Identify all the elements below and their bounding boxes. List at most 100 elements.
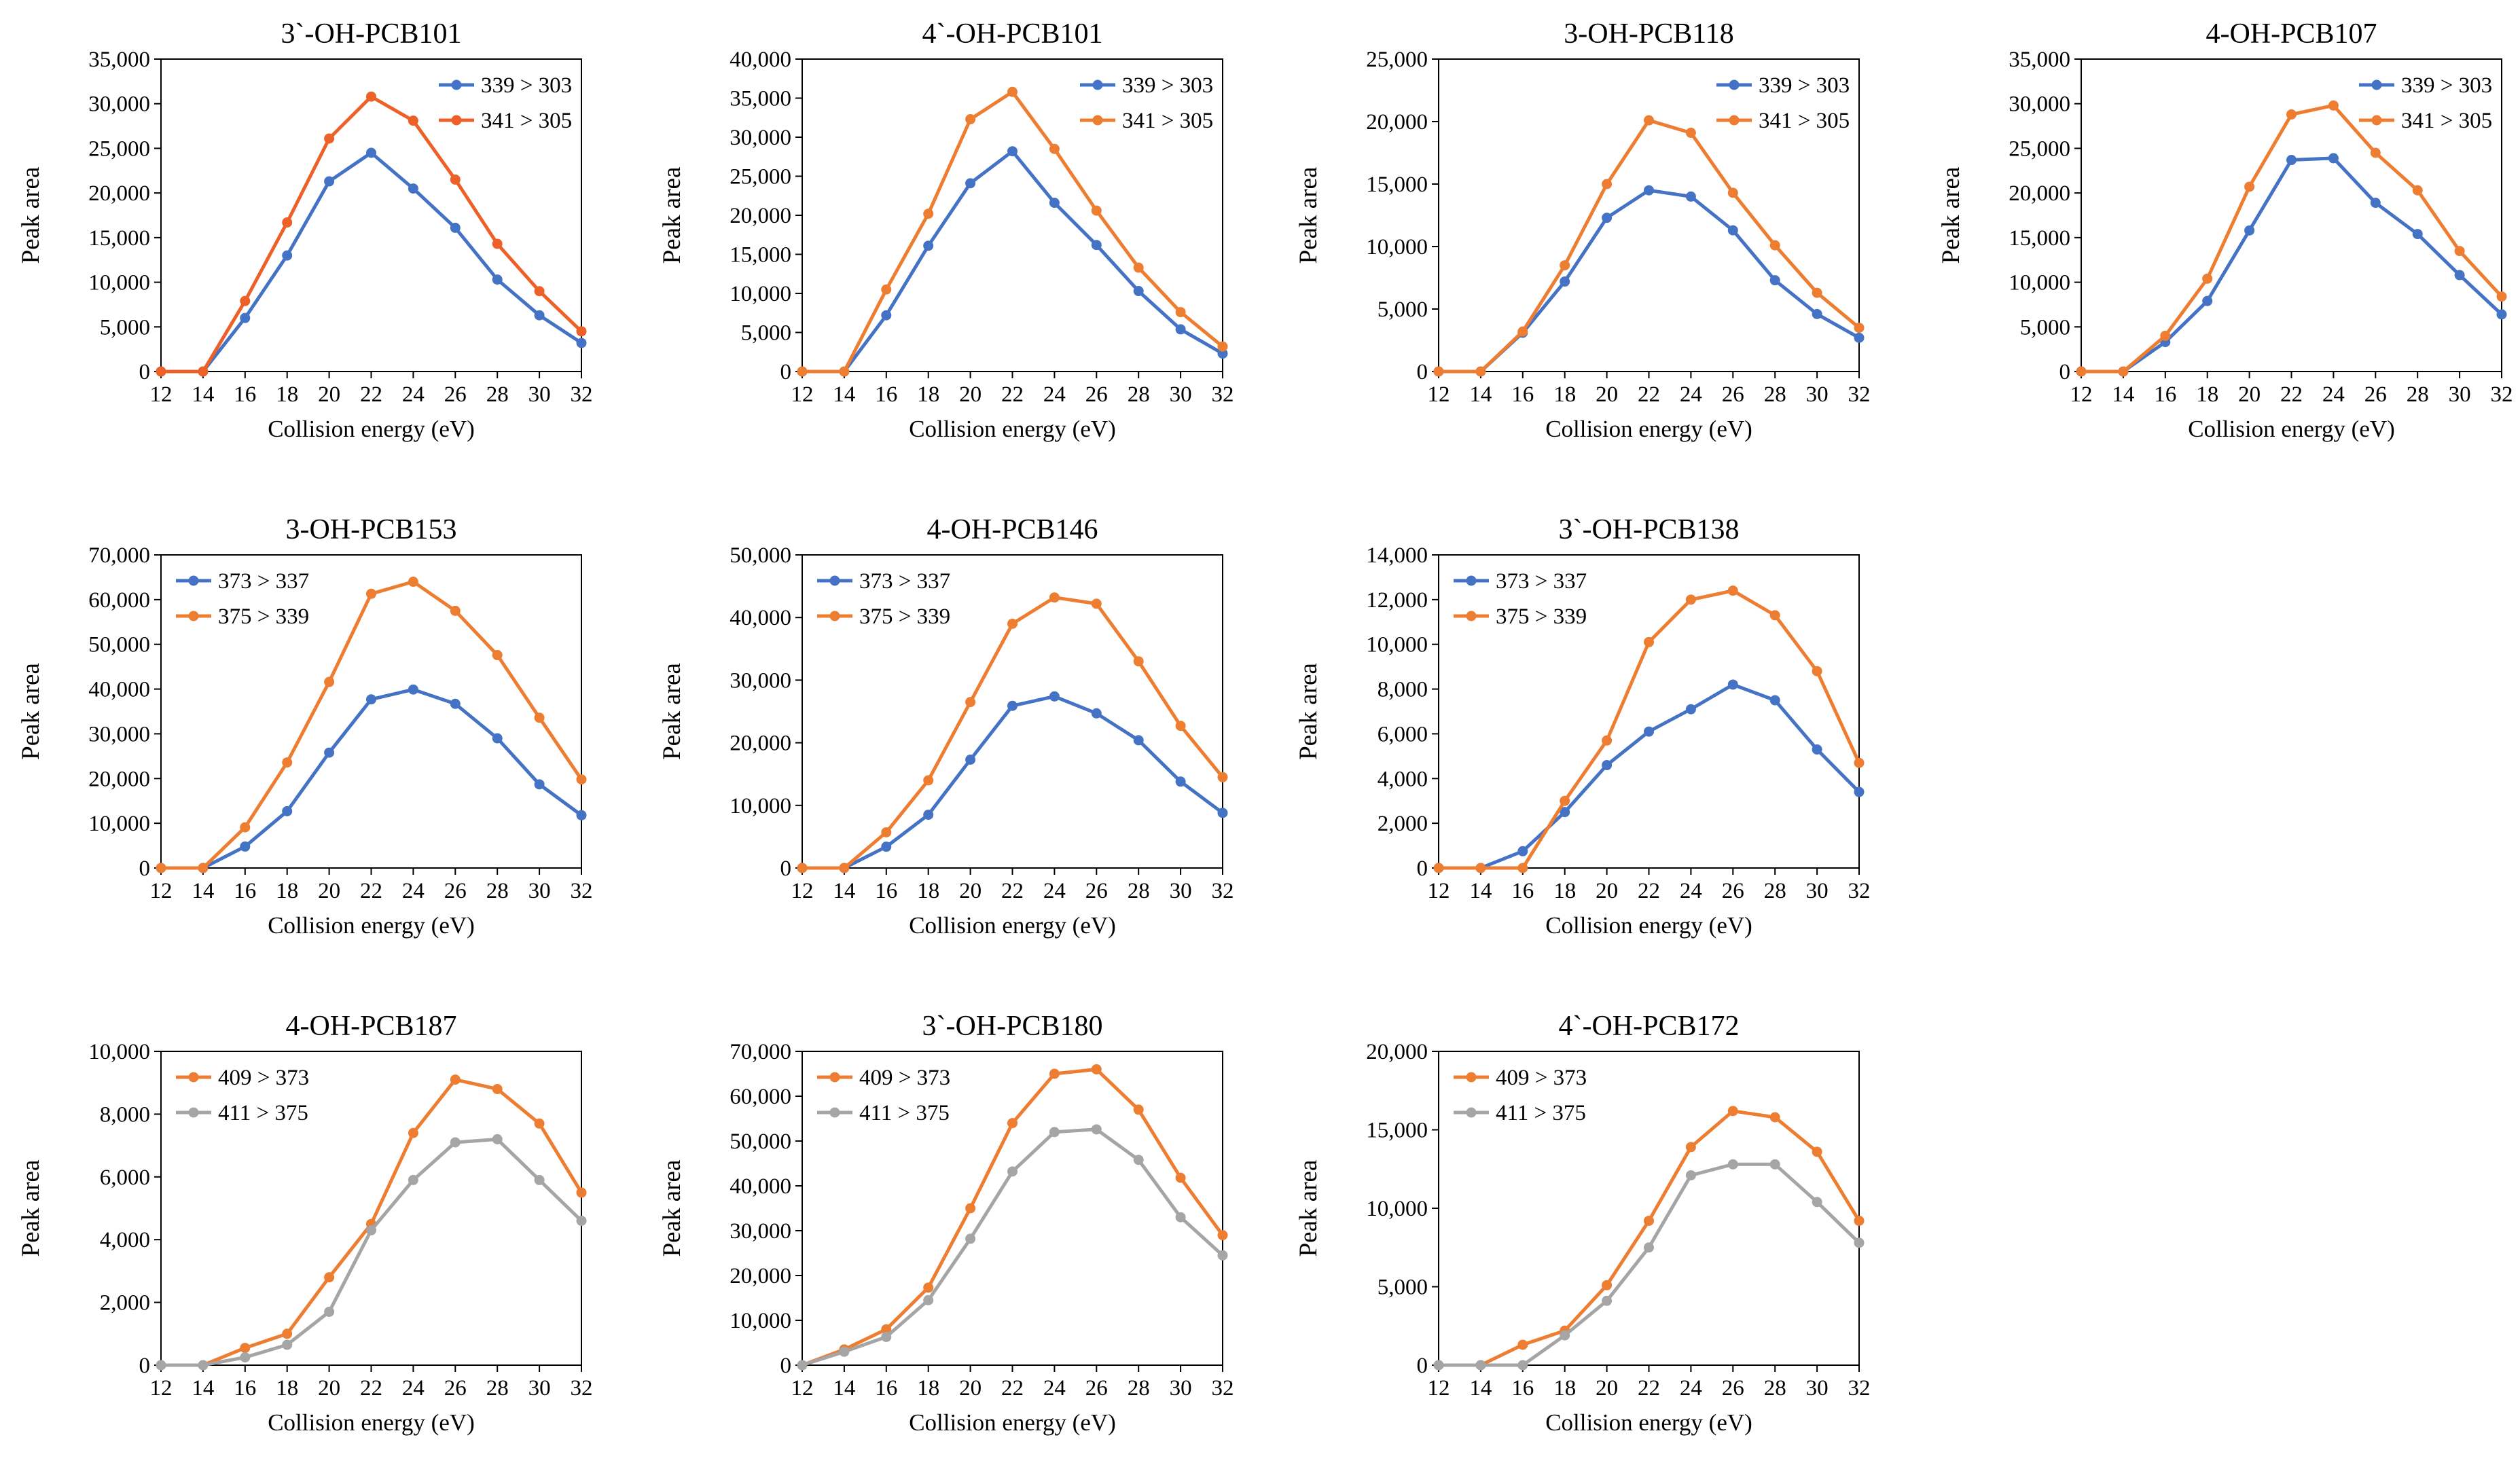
y-tick-label: 20,000 xyxy=(88,767,150,791)
data-point xyxy=(1049,1068,1060,1079)
data-point xyxy=(2160,330,2171,341)
legend-label: 341 > 305 xyxy=(1122,109,1213,133)
x-tick-label: 28 xyxy=(1128,879,1150,903)
data-point xyxy=(1175,307,1186,318)
data-point xyxy=(1812,1197,1822,1208)
chart-panel: 3-OH-PCB118 0 5,000 10,000 15,000 20,000 25,00… xyxy=(1295,18,1871,442)
legend-marker xyxy=(188,1072,199,1083)
data-point xyxy=(965,178,976,189)
data-point xyxy=(1217,1230,1228,1241)
data-point xyxy=(923,810,934,820)
data-point xyxy=(240,822,251,833)
data-point xyxy=(450,605,461,616)
legend-marker xyxy=(1466,1072,1477,1083)
data-point xyxy=(492,733,503,744)
y-tick-label: 5,000 xyxy=(2020,315,2070,340)
y-axis-label: Peak area xyxy=(1937,167,1965,264)
y-tick-label: 10,000 xyxy=(730,794,791,818)
data-point xyxy=(576,810,587,820)
x-tick-label: 20 xyxy=(318,382,340,407)
y-tick-label: 10,000 xyxy=(730,282,791,306)
x-tick-label: 14 xyxy=(1469,1376,1492,1400)
x-tick-label: 16 xyxy=(234,879,256,903)
data-point xyxy=(1812,744,1822,755)
x-tick-label: 14 xyxy=(833,1376,855,1400)
x-axis-label: Collision energy (eV) xyxy=(1545,1409,1752,1436)
y-tick-label: 0 xyxy=(1417,360,1428,384)
y-tick-label: 5,000 xyxy=(1378,297,1428,322)
data-point xyxy=(1644,1242,1654,1253)
x-tick-label: 30 xyxy=(528,1376,551,1400)
x-tick-label: 26 xyxy=(1085,1376,1108,1400)
data-point xyxy=(965,1233,976,1244)
x-tick-label: 12 xyxy=(2070,382,2093,407)
y-tick-label: 10,000 xyxy=(88,1040,150,1064)
x-tick-label: 32 xyxy=(1848,1376,1871,1400)
x-axis-label: Collision energy (eV) xyxy=(268,912,475,939)
data-point xyxy=(1175,324,1186,335)
x-tick-label: 18 xyxy=(1553,879,1576,903)
data-point xyxy=(1602,1280,1613,1290)
y-tick-label: 30,000 xyxy=(730,668,791,693)
x-tick-label: 16 xyxy=(875,1376,897,1400)
y-tick-label: 30,000 xyxy=(730,1219,791,1244)
x-tick-label: 16 xyxy=(2154,382,2176,407)
data-point xyxy=(923,1282,934,1293)
data-point xyxy=(797,1360,808,1371)
data-point xyxy=(534,310,545,321)
x-tick-label: 30 xyxy=(528,382,551,407)
y-axis-label: Peak area xyxy=(1295,1160,1322,1257)
data-point xyxy=(1812,666,1822,676)
x-tick-label: 22 xyxy=(1638,1376,1660,1400)
data-point xyxy=(1727,225,1738,236)
x-tick-label: 28 xyxy=(1764,382,1786,407)
data-point xyxy=(2328,100,2339,111)
data-point xyxy=(2496,291,2507,302)
y-tick-label: 5,000 xyxy=(100,315,150,340)
chart-title: 3`-OH-PCB180 xyxy=(922,1011,1102,1042)
x-tick-label: 12 xyxy=(150,382,173,407)
legend-label: 339 > 303 xyxy=(481,73,572,98)
data-point xyxy=(1091,1124,1102,1135)
legend-marker xyxy=(188,1107,199,1118)
y-tick-label: 50,000 xyxy=(88,633,150,657)
data-point xyxy=(1217,341,1228,352)
data-point xyxy=(1133,656,1144,667)
x-tick-label: 20 xyxy=(318,879,340,903)
data-point xyxy=(1602,1295,1613,1306)
y-tick-label: 0 xyxy=(139,360,151,384)
data-point xyxy=(282,757,293,768)
data-point xyxy=(1175,776,1186,787)
y-tick-label: 50,000 xyxy=(730,1129,791,1154)
data-point xyxy=(1560,260,1570,271)
data-point xyxy=(2202,273,2213,284)
data-point xyxy=(1644,1215,1654,1226)
x-tick-label: 16 xyxy=(234,382,256,407)
x-tick-label: 18 xyxy=(276,879,298,903)
x-tick-label: 16 xyxy=(1511,382,1534,407)
data-point xyxy=(2496,309,2507,320)
data-point xyxy=(2454,246,2465,257)
data-point xyxy=(1433,366,1444,377)
data-point xyxy=(923,1295,934,1305)
data-point xyxy=(1133,1104,1144,1115)
data-point xyxy=(156,366,166,377)
x-tick-label: 26 xyxy=(444,879,467,903)
y-axis-label: Peak area xyxy=(17,1160,45,1257)
x-tick-label: 12 xyxy=(791,1376,814,1400)
legend-label: 341 > 305 xyxy=(2401,109,2492,133)
data-point xyxy=(240,1343,251,1354)
data-point xyxy=(324,676,335,687)
x-tick-label: 26 xyxy=(444,382,467,407)
y-tick-label: 35,000 xyxy=(730,87,791,111)
legend-marker xyxy=(1466,1107,1477,1118)
x-tick-label: 22 xyxy=(2280,382,2303,407)
y-tick-label: 12,000 xyxy=(1366,588,1428,613)
chart-panel: 4`-OH-PCB101 0 5,000 10,000 15,000 20,000 25,0… xyxy=(658,18,1234,442)
legend-label: 411 > 375 xyxy=(1496,1101,1586,1125)
data-point xyxy=(881,310,892,321)
data-point xyxy=(839,366,850,377)
data-point xyxy=(366,588,376,599)
data-point xyxy=(881,1331,892,1342)
y-tick-label: 8,000 xyxy=(100,1102,150,1127)
